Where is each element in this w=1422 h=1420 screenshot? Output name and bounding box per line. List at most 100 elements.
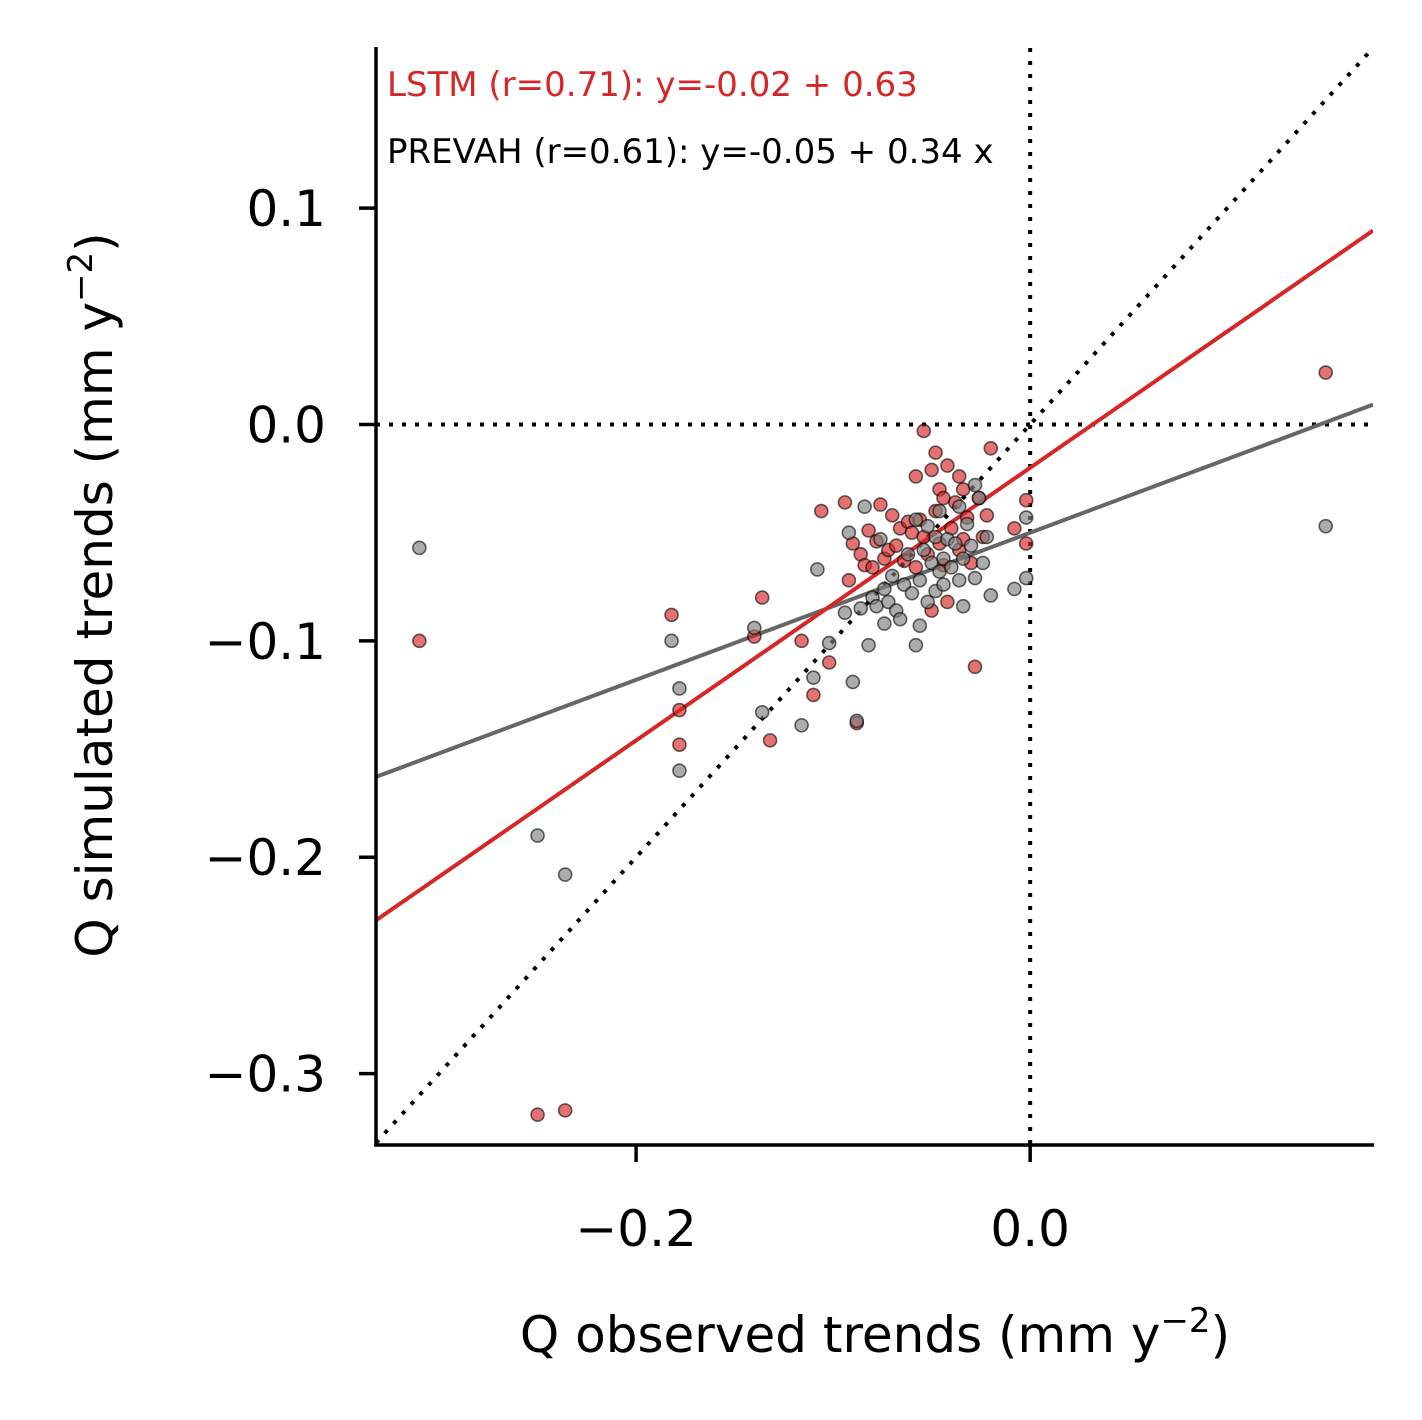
- lstm-data-point: [888, 538, 904, 553]
- prevah-data-point: [857, 499, 872, 515]
- prevah-data-point: [916, 542, 932, 558]
- lstm-data-point: [873, 497, 888, 512]
- prevah-data-point: [947, 536, 963, 551]
- y-axis-title-sup: −2: [61, 252, 101, 302]
- x-axis-ticks: −0.2 0.0: [575, 1145, 1070, 1258]
- prevah-data-point: [936, 577, 951, 592]
- prevah-data-point: [1018, 510, 1034, 525]
- lstm-data-point: [1318, 365, 1334, 380]
- lstm-data-point: [762, 733, 778, 748]
- prevah-data-point: [955, 598, 971, 614]
- prevah-data-point: [530, 828, 545, 843]
- prevah-data-point: [983, 588, 999, 603]
- lstm-data-point: [412, 633, 427, 649]
- prevah-data-point: [672, 763, 687, 778]
- prevah-data-point: [837, 605, 853, 621]
- lstm-data-point: [672, 737, 687, 753]
- x-tick-label: 0.0: [990, 1200, 1070, 1258]
- prevah-data-point: [821, 635, 837, 651]
- lstm-data-point: [940, 594, 955, 610]
- y-tick-label: −0.1: [205, 613, 326, 671]
- lstm-data-point: [884, 508, 900, 523]
- prevah-data-point: [1007, 581, 1022, 597]
- reference-lines: [376, 48, 1373, 1145]
- data-points: [412, 365, 1334, 1123]
- prevah-data-point: [920, 594, 935, 610]
- y-tick-label: −0.2: [205, 829, 326, 887]
- prevah-data-point: [944, 559, 959, 575]
- lstm-data-point: [908, 469, 924, 484]
- prevah-data-point: [959, 516, 975, 532]
- lstm-fit-annotation: LSTM (r=0.71): y=-0.02 + 0.63: [387, 65, 918, 105]
- prevah-data-point: [1318, 518, 1334, 534]
- prevah-data-point: [873, 531, 888, 547]
- prevah-data-point: [912, 572, 928, 588]
- lstm-data-point: [1007, 521, 1022, 536]
- prevah-data-point: [412, 540, 427, 556]
- y-tick-label: −0.3: [205, 1046, 326, 1104]
- prevah-data-point: [849, 713, 865, 729]
- prevah-data-point: [861, 637, 876, 653]
- prevah-data-point: [971, 490, 987, 506]
- prevah-data-point: [806, 670, 821, 685]
- prevah-data-point: [955, 551, 971, 566]
- lstm-data-point: [908, 559, 924, 575]
- prevah-data-point: [900, 547, 916, 562]
- prevah-data-point: [908, 512, 924, 527]
- prevah-data-point: [908, 637, 924, 653]
- lstm-data-point: [841, 572, 857, 588]
- prevah-data-point: [841, 525, 857, 540]
- lstm-data-point: [983, 440, 999, 456]
- prevah-fit-annotation: PREVAH (r=0.61): y=-0.05 + 0.34 x: [387, 132, 994, 172]
- lstm-data-point: [837, 495, 853, 510]
- lstm-data-point: [821, 655, 837, 670]
- prevah-data-point: [845, 674, 861, 690]
- prevah-data-point: [557, 867, 573, 882]
- lstm-data-point: [967, 659, 983, 675]
- prevah-data-point: [920, 518, 935, 534]
- prevah-data-point: [754, 704, 770, 720]
- prevah-data-point: [967, 477, 983, 493]
- prevah-data-point: [932, 503, 947, 519]
- lstm-data-point: [672, 702, 687, 718]
- lstm-regression-line: [376, 228, 1373, 922]
- lstm-data-point: [924, 462, 939, 478]
- prevah-data-point: [1018, 570, 1034, 586]
- lstm-data-point: [940, 458, 955, 473]
- lstm-data-point: [928, 445, 943, 460]
- prevah-data-point: [884, 568, 900, 584]
- lstm-data-point: [916, 423, 932, 439]
- lstm-data-point: [754, 590, 770, 605]
- lstm-data-point: [664, 607, 679, 623]
- lstm-data-point: [557, 1103, 573, 1118]
- lstm-data-point: [979, 508, 995, 523]
- y-axis-ticks: 0.1 0.0 −0.1 −0.2 −0.3: [205, 180, 376, 1104]
- x-axis-title-sup: −2: [1160, 1301, 1210, 1341]
- prevah-data-point: [967, 570, 983, 586]
- y-axis-title: Q simulated trends (mm y−2): [61, 232, 124, 957]
- prevah-data-point: [853, 601, 869, 616]
- prevah-data-point: [664, 633, 679, 649]
- prevah-data-point: [951, 572, 967, 588]
- prevah-data-point: [912, 618, 928, 634]
- lstm-data-point: [794, 633, 809, 649]
- prevah-data-point: [904, 585, 920, 601]
- lstm-data-point: [530, 1107, 545, 1123]
- prevah-data-point: [877, 616, 892, 631]
- regression-lines: [376, 228, 1373, 922]
- lstm-data-point: [1018, 536, 1034, 551]
- prevah-data-point: [794, 717, 809, 733]
- prevah-data-point: [963, 538, 979, 553]
- prevah-data-point: [810, 562, 825, 577]
- prevah-data-point: [672, 681, 687, 696]
- lstm-data-point: [806, 687, 821, 703]
- prevah-data-point: [747, 620, 762, 636]
- x-axis-title: Q observed trends (mm y−2): [520, 1301, 1230, 1364]
- prevah-data-point: [892, 611, 908, 627]
- prevah-data-point: [951, 499, 967, 515]
- prevah-data-point: [877, 581, 892, 597]
- lstm-data-point: [861, 523, 876, 538]
- y-tick-label: 0.1: [246, 180, 326, 238]
- y-tick-label: 0.0: [246, 396, 326, 454]
